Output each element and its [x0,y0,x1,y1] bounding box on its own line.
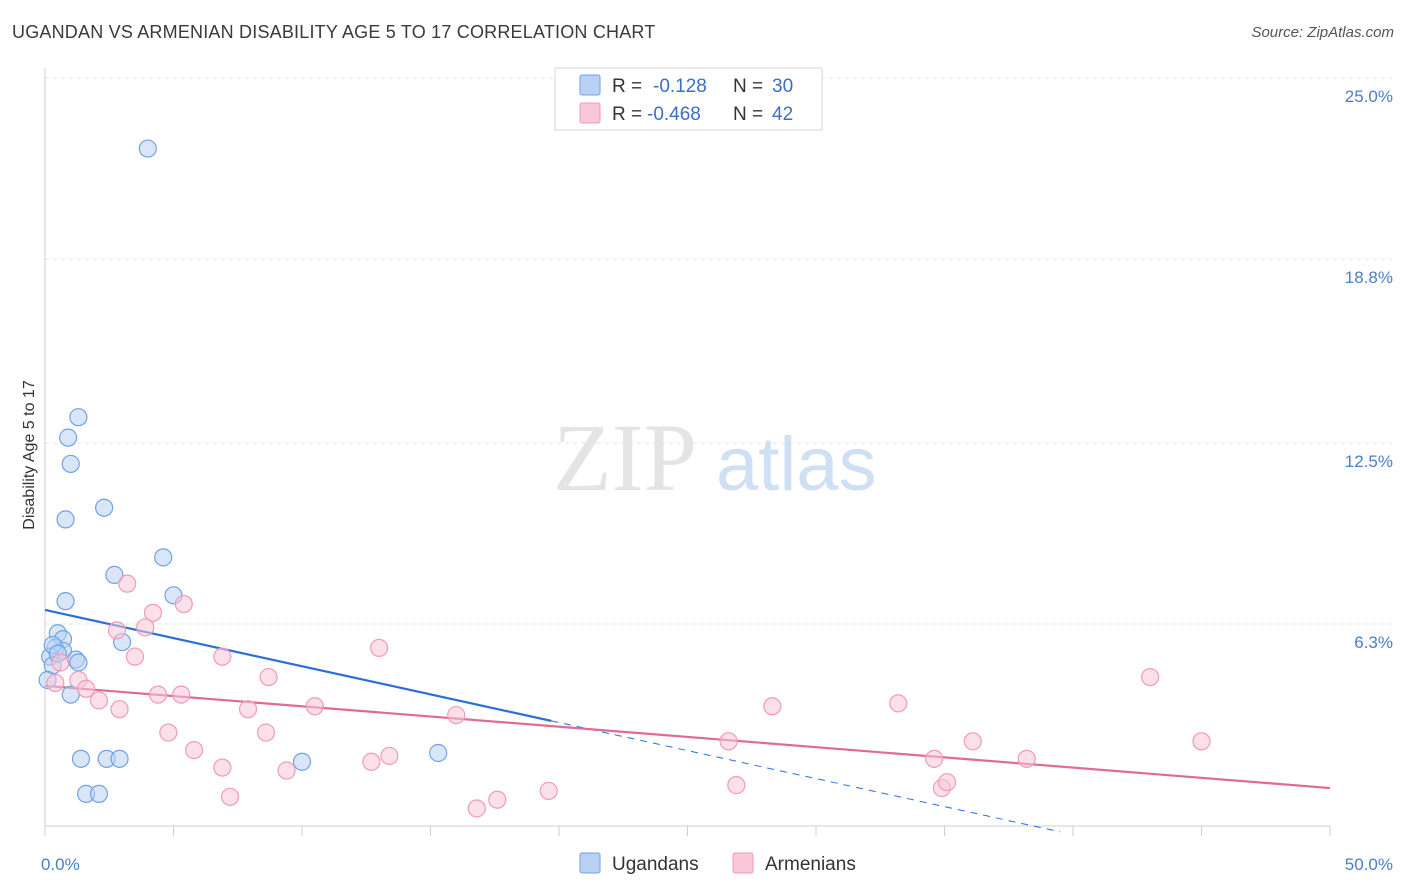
watermark-zip: ZIP [553,404,697,511]
legend-n-label-ugandans: N = [733,76,763,97]
axes [44,68,1331,836]
armenians-point-22 [963,732,982,751]
x-tick-labels: 0.0% 50.0% [41,855,1393,874]
armenians-point-7 [213,647,232,666]
ugandans-point-7 [105,565,124,584]
legend-r-value-armenians: -0.468 [647,104,701,125]
armenians-point-18 [305,697,324,716]
ugandans-point-23 [292,752,312,771]
armenians-point-14 [172,685,191,704]
armenians-point-1 [143,603,163,622]
armenians-point-25 [256,723,276,742]
armenians-trend-line [44,684,1331,790]
source-label: Source: ZipAtlas.com [1251,24,1394,41]
bottom-legend-swatch-ugandans [579,852,601,874]
armenians-point-16 [110,700,129,719]
ugandans-point-4 [95,498,114,517]
armenians-point-12 [77,679,96,698]
armenians-point-26 [184,740,204,760]
armenians-point-8 [370,638,389,657]
legend-n-value-ugandans: 30 [772,76,793,97]
chart-title: UGANDAN VS ARMENIAN DISABILITY AGE 5 TO … [12,22,656,42]
armenians-point-2 [174,594,193,614]
armenians-point-5 [51,653,70,672]
legend-n-value-armenians: 42 [772,104,793,125]
trend-lines [44,608,1331,833]
armenians-point-23 [1192,732,1211,751]
gridlines [45,77,1392,625]
armenians-point-19 [447,705,466,725]
legend-r-label-ugandans: R = [612,76,642,97]
ugandans-point-26 [89,784,109,803]
legend-n-label-armenians: N = [733,104,763,125]
armenians-point-3 [107,621,127,640]
y-tick-label-3: 25.0% [1345,87,1393,106]
ugandans-point-0 [138,139,157,158]
data-points [38,139,1211,818]
legend: R = -0.128 N = 30 R = -0.468 N = 42 [554,67,823,131]
bottom-legend-armenians: Armenians [765,854,856,875]
armenians-point-28 [380,746,399,766]
ugandans-trend-extension [551,720,1061,833]
ugandans-point-1 [69,408,88,427]
y-tick-label-0: 6.3% [1354,633,1393,652]
ugandans-point-8 [56,592,75,611]
armenians-point-37 [488,790,507,809]
ugandans-point-3 [61,454,80,474]
armenians-point-29 [213,758,232,777]
armenians-point-0 [118,574,137,593]
armenians-point-21 [889,694,908,713]
bottom-legend-swatch-armenians [732,852,754,874]
armenians-point-32 [925,749,944,768]
armenians-point-34 [1140,667,1160,687]
ugandans-point-29 [69,653,88,672]
ugandans-point-5 [56,510,75,529]
armenians-point-38 [539,781,558,801]
armenians-point-41 [937,773,957,792]
armenians-point-24 [159,723,178,742]
ugandans-trend-line [44,608,552,722]
armenians-point-35 [220,787,240,806]
armenians-point-33 [1017,749,1036,768]
armenians-point-20 [763,697,782,716]
armenians-point-4 [136,618,155,637]
bottom-legend-ugandans: Ugandans [612,854,699,875]
y-tick-label-2: 18.8% [1345,268,1393,287]
armenians-point-13 [148,685,168,704]
ugandans-point-22 [110,749,129,768]
armenians-point-39 [727,776,746,795]
bottom-legend: Ugandans Armenians [579,852,856,875]
y-axis-title: Disability Age 5 to 17 [21,380,38,530]
legend-swatch-armenians [579,102,601,124]
armenians-point-36 [467,799,486,818]
x-tick-label-0: 0.0% [41,855,80,874]
ugandans-point-20 [71,749,91,768]
armenians-point-30 [277,761,296,780]
armenians-point-31 [719,732,738,751]
armenians-point-15 [89,691,109,710]
y-tick-label-1: 12.5% [1345,452,1393,471]
legend-r-value-ugandans: -0.128 [653,76,707,97]
ugandans-point-24 [429,743,448,763]
armenians-point-17 [238,700,258,719]
armenians-point-9 [259,667,278,687]
y-tick-labels: 6.3% 12.5% 18.8% 25.0% [1345,87,1393,652]
armenians-point-6 [125,647,145,666]
legend-r-label-armenians: R = [612,104,642,125]
legend-swatch-ugandans [579,74,601,96]
ugandans-point-2 [59,428,78,447]
armenians-point-11 [46,673,65,693]
watermark-atlas: atlas [716,422,877,507]
x-tick-label-1: 50.0% [1345,855,1393,874]
ugandans-point-6 [154,548,173,567]
armenians-point-27 [362,752,381,771]
